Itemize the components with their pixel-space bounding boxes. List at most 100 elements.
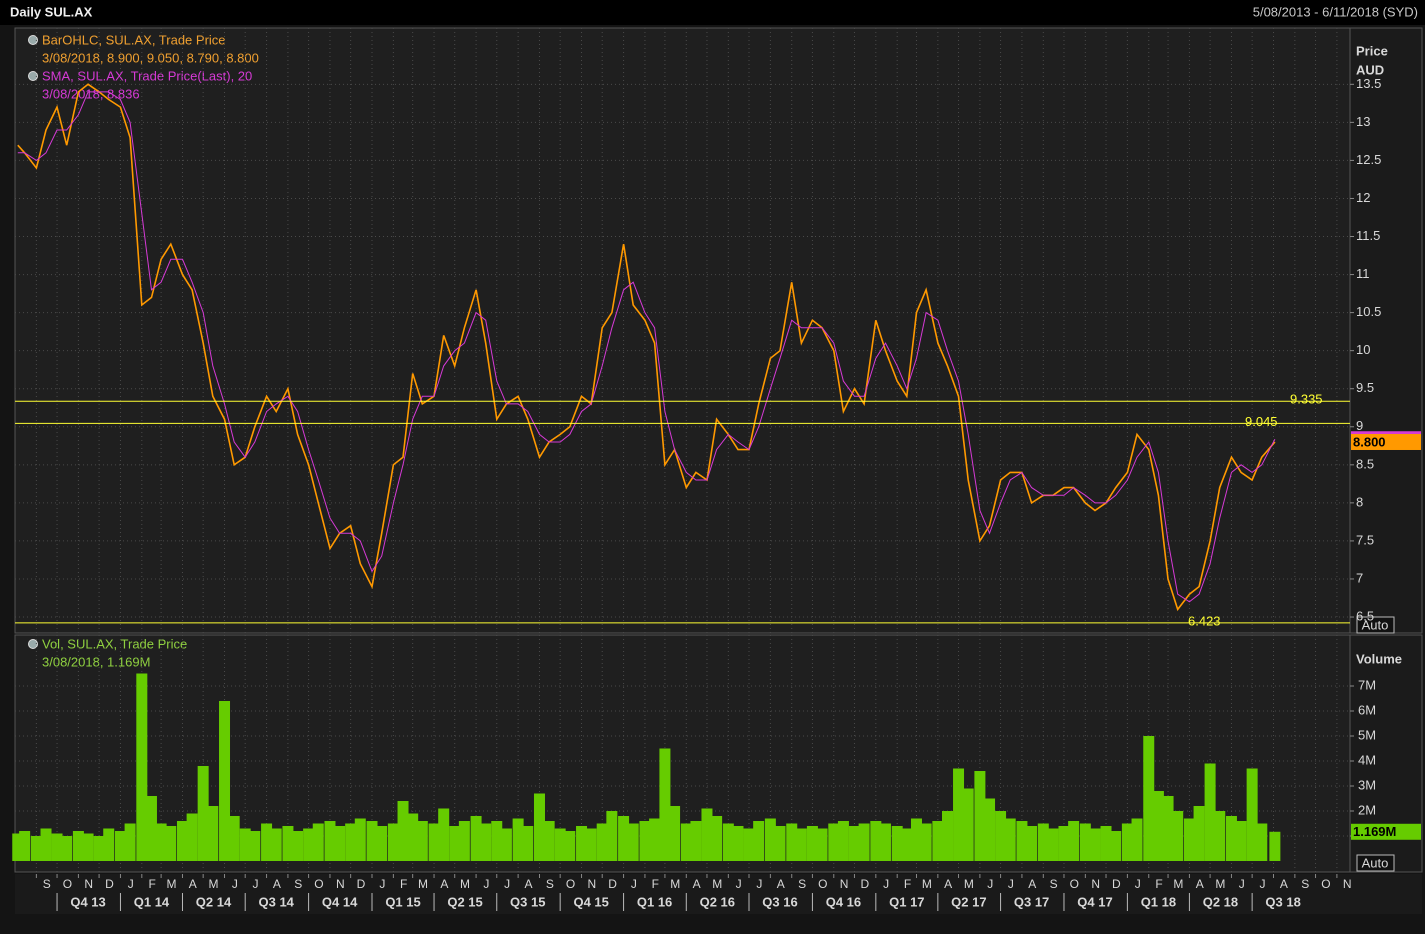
- volume-bar: [354, 818, 366, 861]
- volume-bar: [901, 828, 913, 861]
- last-value-tag: [1351, 433, 1421, 450]
- volume-bar: [103, 828, 115, 861]
- y-tick-label: 6.5: [1356, 608, 1374, 623]
- volume-bar: [659, 748, 671, 861]
- volume-bar: [1100, 826, 1112, 861]
- x-tick-label: D: [608, 877, 617, 891]
- horizontal-line-label: 9.045: [1245, 414, 1278, 429]
- x-tick-label: O: [63, 877, 72, 891]
- x-tick-label: J: [1259, 877, 1265, 891]
- price-axis-title: Price: [1356, 43, 1388, 58]
- volume-bar: [219, 701, 231, 861]
- price-axis-area: [1349, 27, 1423, 634]
- volume-axis-title: Volume: [1356, 651, 1402, 666]
- volume-bar: [806, 826, 818, 861]
- x-tick-label: A: [693, 877, 701, 891]
- volume-bar: [303, 828, 315, 861]
- volume-bar: [910, 818, 922, 861]
- volume-bar: [1121, 823, 1133, 861]
- volume-bar: [870, 821, 882, 861]
- volume-bar: [428, 823, 440, 861]
- volume-bar: [576, 826, 588, 861]
- legend-entry: SMA, SUL.AX, Trade Price(Last), 20: [42, 68, 252, 83]
- quarter-label: Q3 16: [762, 894, 797, 909]
- quarter-label: Q1 16: [637, 894, 672, 909]
- legend-icon[interactable]: [28, 639, 38, 649]
- x-tick-label: J: [756, 877, 762, 891]
- legend-icon[interactable]: [28, 35, 38, 45]
- x-tick-label: F: [652, 877, 659, 891]
- volume-bar: [470, 816, 482, 861]
- quarter-label: Q2 18: [1203, 894, 1238, 909]
- volume-bar: [40, 828, 52, 861]
- x-tick-label: M: [712, 877, 722, 891]
- price-scale-button[interactable]: Auto: [1356, 616, 1395, 634]
- quarter-label: Q1 18: [1141, 894, 1176, 909]
- title-bar: [0, 0, 1425, 25]
- volume-bar: [407, 813, 419, 861]
- quarter-label: Q4 17: [1077, 894, 1112, 909]
- volume-bar: [12, 833, 24, 861]
- x-tick-label: O: [1070, 877, 1079, 891]
- volume-bar: [438, 808, 450, 861]
- volume-bar: [690, 821, 702, 861]
- auto-button[interactable]: [1356, 616, 1395, 634]
- quarter-label: Q2 16: [700, 894, 735, 909]
- y-tick-label: 8.5: [1356, 456, 1374, 471]
- x-tick-label: M: [208, 877, 218, 891]
- volume-bar: [261, 823, 273, 861]
- volume-bar: [606, 811, 618, 861]
- last-value-label: 1.169M: [1353, 824, 1396, 839]
- volume-bar: [1047, 828, 1059, 861]
- x-tick-label: F: [904, 877, 911, 891]
- price-line: [17, 83, 1276, 612]
- volume-bar: [1016, 821, 1028, 861]
- volume-bar: [1089, 828, 1101, 861]
- volume-bar: [312, 823, 324, 861]
- volume-bar: [397, 801, 409, 861]
- y-tick-label: 11.5: [1356, 228, 1380, 243]
- volume-bar: [207, 806, 219, 861]
- volume-bar: [585, 828, 597, 861]
- y-tick-label: 7.5: [1356, 532, 1374, 547]
- auto-button-label[interactable]: Auto: [1362, 617, 1389, 632]
- volume-bar: [186, 813, 198, 861]
- volume-bar: [1058, 826, 1070, 861]
- y-tick-label: 13.5: [1356, 76, 1381, 91]
- volume-bar: [282, 826, 294, 861]
- volume-bar: [1235, 821, 1247, 861]
- auto-button[interactable]: [1356, 854, 1395, 872]
- x-tick-label: J: [883, 877, 889, 891]
- volume-bar: [93, 836, 105, 861]
- x-tick-label: N: [1343, 877, 1352, 891]
- legend-icon[interactable]: [28, 71, 38, 81]
- volume-bar: [722, 823, 734, 861]
- volume-bar: [292, 831, 304, 861]
- x-tick-label: J: [379, 877, 385, 891]
- volume-bar: [639, 821, 651, 861]
- volume-bar: [1152, 791, 1164, 861]
- volume-bar: [82, 833, 94, 861]
- volume-scale-button[interactable]: Auto: [1356, 854, 1395, 872]
- volume-bar: [491, 821, 503, 861]
- x-tick-label: S: [798, 877, 806, 891]
- volume-bar: [942, 811, 954, 861]
- volume-bar: [1131, 818, 1143, 861]
- y-tick-label: 5M: [1358, 727, 1376, 742]
- legend-entry: BarOHLC, SUL.AX, Trade Price: [42, 32, 226, 47]
- x-tick-label: N: [588, 877, 597, 891]
- volume-bar: [270, 828, 282, 861]
- auto-button-label[interactable]: Auto: [1362, 855, 1389, 870]
- sma-line: [17, 91, 1276, 603]
- volume-bar: [543, 821, 555, 861]
- volume-bar: [711, 816, 723, 861]
- volume-bar: [774, 826, 786, 861]
- quarter-label: Q3 18: [1265, 894, 1300, 909]
- quarter-label: Q4 13: [70, 894, 105, 909]
- volume-bar: [1193, 806, 1205, 861]
- volume-bar: [345, 823, 357, 861]
- x-tick-label: A: [777, 877, 785, 891]
- volume-bar: [995, 811, 1007, 861]
- volume-bar: [155, 823, 167, 861]
- quarter-label: Q2 17: [951, 894, 986, 909]
